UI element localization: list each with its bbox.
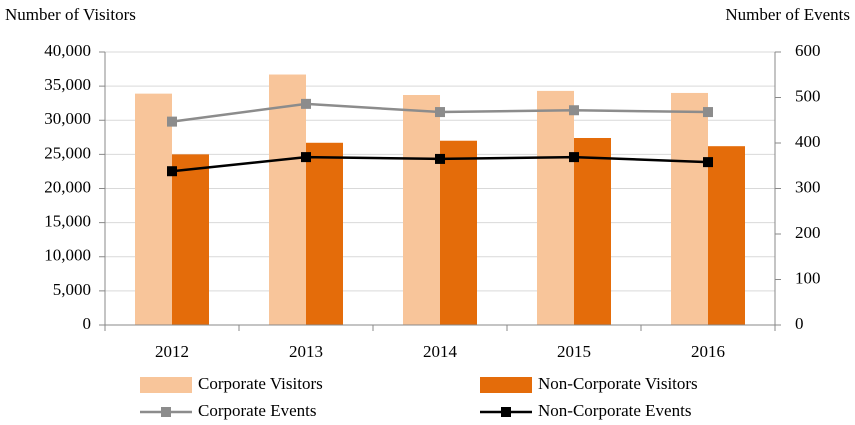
- y2-tick-label: 100: [795, 268, 821, 287]
- legend-label: Corporate Visitors: [198, 374, 323, 393]
- x-tick-label: 2016: [691, 342, 725, 361]
- y-tick-label: 0: [83, 314, 92, 333]
- y-tick-label: 5,000: [53, 280, 91, 299]
- y-tick-label: 15,000: [44, 212, 91, 231]
- bar: [135, 93, 172, 325]
- y2-tick-label: 200: [795, 223, 821, 242]
- bar: [269, 74, 306, 326]
- marker: [167, 166, 177, 177]
- y2-tick-label: 500: [795, 86, 821, 105]
- y-tick-label: 25,000: [44, 143, 91, 162]
- y2-axis-title: Number of Events: [725, 5, 850, 24]
- marker: [703, 157, 713, 168]
- marker: [301, 152, 311, 163]
- marker: [435, 107, 445, 118]
- marker: [703, 107, 713, 118]
- marker: [569, 152, 579, 163]
- y2-tick-label: 0: [795, 314, 804, 333]
- x-tick-label: 2014: [423, 342, 458, 361]
- legend-swatch: [140, 377, 192, 393]
- y2-tick-label: 400: [795, 132, 821, 151]
- marker: [569, 105, 579, 116]
- legend-marker: [501, 407, 511, 417]
- bar: [574, 137, 611, 325]
- y-tick-label: 30,000: [44, 109, 91, 128]
- y-tick-label: 10,000: [44, 246, 91, 265]
- x-tick-label: 2013: [289, 342, 323, 361]
- bar: [671, 92, 708, 325]
- y-axis-title: Number of Visitors: [5, 5, 136, 24]
- y-tick-label: 35,000: [44, 75, 91, 94]
- y-tick-label: 20,000: [44, 177, 91, 196]
- legend-label: Non-Corporate Visitors: [538, 374, 698, 393]
- marker: [301, 98, 311, 109]
- y2-tick-label: 300: [795, 177, 821, 196]
- legend-label: Corporate Events: [198, 401, 317, 420]
- bar: [537, 90, 574, 325]
- x-tick-label: 2015: [557, 342, 591, 361]
- marker: [167, 116, 177, 127]
- bar: [708, 146, 745, 325]
- legend-label: Non-Corporate Events: [538, 401, 691, 420]
- legend-swatch: [480, 377, 532, 393]
- x-tick-label: 2012: [155, 342, 189, 361]
- y2-tick-label: 600: [795, 41, 821, 60]
- legend-marker: [161, 407, 171, 417]
- bar: [172, 154, 209, 325]
- bar: [440, 140, 477, 325]
- bar: [403, 94, 440, 325]
- y-tick-label: 40,000: [44, 41, 91, 60]
- bar: [306, 142, 343, 325]
- marker: [435, 153, 445, 164]
